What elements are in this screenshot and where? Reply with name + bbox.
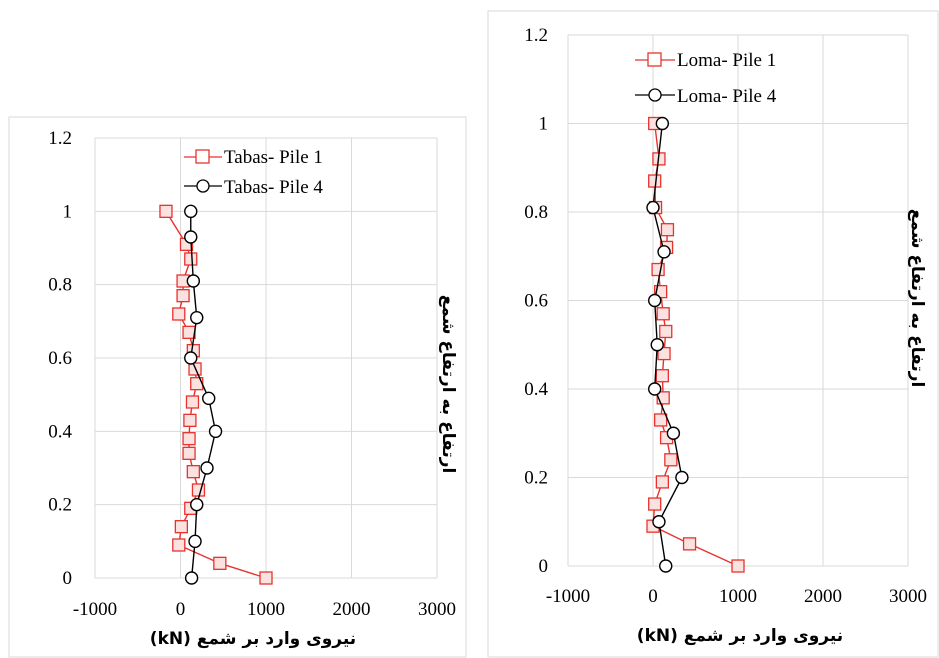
y-tick-label: 0.8 bbox=[524, 202, 548, 223]
data-point-square bbox=[172, 307, 186, 321]
legend-square-marker bbox=[647, 52, 662, 67]
data-point-square bbox=[648, 174, 662, 188]
x-tick-label: 0 bbox=[176, 599, 186, 620]
data-point-square bbox=[655, 475, 669, 489]
data-point-square bbox=[185, 395, 200, 409]
data-point-circle bbox=[186, 274, 201, 288]
y-axis-title: ارتفاع به ارتفاع شمع bbox=[907, 209, 927, 388]
data-point-circle bbox=[648, 293, 662, 308]
data-point-square bbox=[682, 537, 697, 551]
y-tick-label: 1 bbox=[63, 201, 73, 222]
data-point-circle bbox=[202, 391, 216, 406]
data-point-circle bbox=[666, 426, 681, 440]
data-point-circle bbox=[200, 461, 214, 475]
legend-label-series-1: Tabas- Pile 1 bbox=[224, 147, 323, 168]
data-point-square bbox=[648, 497, 662, 511]
y-axis-title: ارتفاع به ارتفاع شمع bbox=[438, 295, 458, 474]
y-tick-label: 0.2 bbox=[524, 468, 548, 489]
data-point-square bbox=[186, 465, 200, 479]
x-tick-label: 3000 bbox=[889, 586, 927, 607]
data-point-square bbox=[213, 556, 227, 570]
data-point-square bbox=[660, 223, 675, 237]
data-point-square bbox=[659, 324, 673, 339]
data-point-square bbox=[259, 571, 273, 585]
data-point-square bbox=[182, 432, 196, 446]
data-point-circle bbox=[190, 310, 204, 325]
data-point-square bbox=[183, 413, 197, 427]
y-tick-label: 0 bbox=[63, 568, 73, 589]
x-tick-label: 2000 bbox=[804, 586, 842, 607]
y-tick-label: 0.6 bbox=[524, 291, 548, 312]
legend-circle-marker bbox=[196, 179, 210, 193]
y-tick-label: 0.8 bbox=[48, 275, 72, 296]
chart-border bbox=[8, 116, 467, 658]
y-tick-label: 0 bbox=[539, 556, 549, 577]
y-tick-label: 1.2 bbox=[524, 25, 548, 46]
data-point-circle bbox=[675, 470, 689, 485]
x-tick-label: 1000 bbox=[719, 586, 757, 607]
data-point-square bbox=[174, 520, 189, 534]
data-point-square bbox=[182, 446, 196, 460]
x-tick-label: 0 bbox=[648, 586, 658, 607]
data-point-square bbox=[651, 262, 665, 277]
x-tick-label: 3000 bbox=[418, 599, 456, 620]
x-axis-title: نیروی وارد بر شمع (kN) bbox=[150, 629, 356, 649]
data-point-circle bbox=[659, 559, 673, 573]
data-point-circle bbox=[184, 571, 199, 585]
data-point-circle bbox=[646, 200, 660, 215]
legend: Loma- Pile 1 Loma- Pile 4 bbox=[635, 50, 777, 107]
chart-border bbox=[487, 10, 939, 658]
data-point-square bbox=[172, 538, 186, 552]
data-point-square bbox=[159, 204, 173, 218]
x-tick-label: -1000 bbox=[73, 599, 117, 620]
data-point-square bbox=[655, 369, 669, 383]
legend-label-series-1: Loma- Pile 1 bbox=[677, 50, 776, 71]
data-point-square bbox=[657, 346, 671, 361]
loma-chart: 0 0.2 0.4 0.6 0.8 1 1.2 -1000 0 1000 2000 3000 Loma… bbox=[487, 10, 939, 658]
y-tick-label: 0.2 bbox=[48, 495, 72, 516]
tabas-chart: 00.20.40.60.811.2-1000 0 1000 2000 3000 Taba… bbox=[8, 116, 467, 658]
x-tick-label: 2000 bbox=[333, 599, 371, 620]
y-tick-label: 0.4 bbox=[48, 421, 72, 442]
series-layer bbox=[159, 204, 273, 585]
data-point-circle bbox=[650, 338, 664, 352]
legend-square-marker bbox=[195, 149, 210, 164]
data-point-square bbox=[654, 413, 668, 427]
data-point-square bbox=[184, 252, 198, 266]
data-point-circle bbox=[190, 497, 204, 512]
legend-circle-marker bbox=[648, 88, 662, 102]
axis-ticks: 0 0.2 0.4 0.6 0.8 1 1.2 -1000 0 1000 2000 3000 bbox=[524, 25, 927, 607]
legend-label-series-2: Tabas- Pile 4 bbox=[224, 177, 323, 198]
data-point-square bbox=[664, 453, 678, 467]
data-point-circle bbox=[652, 515, 666, 529]
data-point-circle bbox=[655, 116, 670, 131]
data-point-circle bbox=[657, 245, 671, 259]
y-tick-label: 0.4 bbox=[524, 379, 548, 400]
y-tick-label: 1.2 bbox=[48, 128, 72, 149]
x-tick-label: -1000 bbox=[546, 586, 590, 607]
gridlines bbox=[94, 137, 438, 579]
data-point-circle bbox=[184, 351, 198, 365]
legend: Tabas- Pile 1 Tabas- Pile 4 bbox=[184, 147, 323, 198]
series-line-2 bbox=[652, 123, 683, 567]
x-tick-label: 1000 bbox=[247, 599, 285, 620]
legend-label-series-2: Loma- Pile 4 bbox=[677, 86, 777, 107]
data-point-square bbox=[176, 289, 190, 303]
data-point-circle bbox=[648, 382, 662, 396]
data-point-square bbox=[656, 307, 670, 321]
x-axis-title: نیروی وارد بر شمع (kN) bbox=[637, 626, 843, 646]
y-tick-label: 1 bbox=[539, 114, 549, 135]
data-point-circle bbox=[208, 424, 223, 439]
data-point-square bbox=[731, 559, 745, 573]
y-tick-label: 0.6 bbox=[48, 348, 72, 369]
data-point-circle bbox=[184, 204, 198, 219]
data-point-circle bbox=[188, 534, 202, 549]
data-point-circle bbox=[184, 230, 198, 244]
series-layer bbox=[646, 116, 745, 573]
axis-ticks: 00.20.40.60.811.2-1000 0 1000 2000 3000 bbox=[48, 128, 456, 620]
